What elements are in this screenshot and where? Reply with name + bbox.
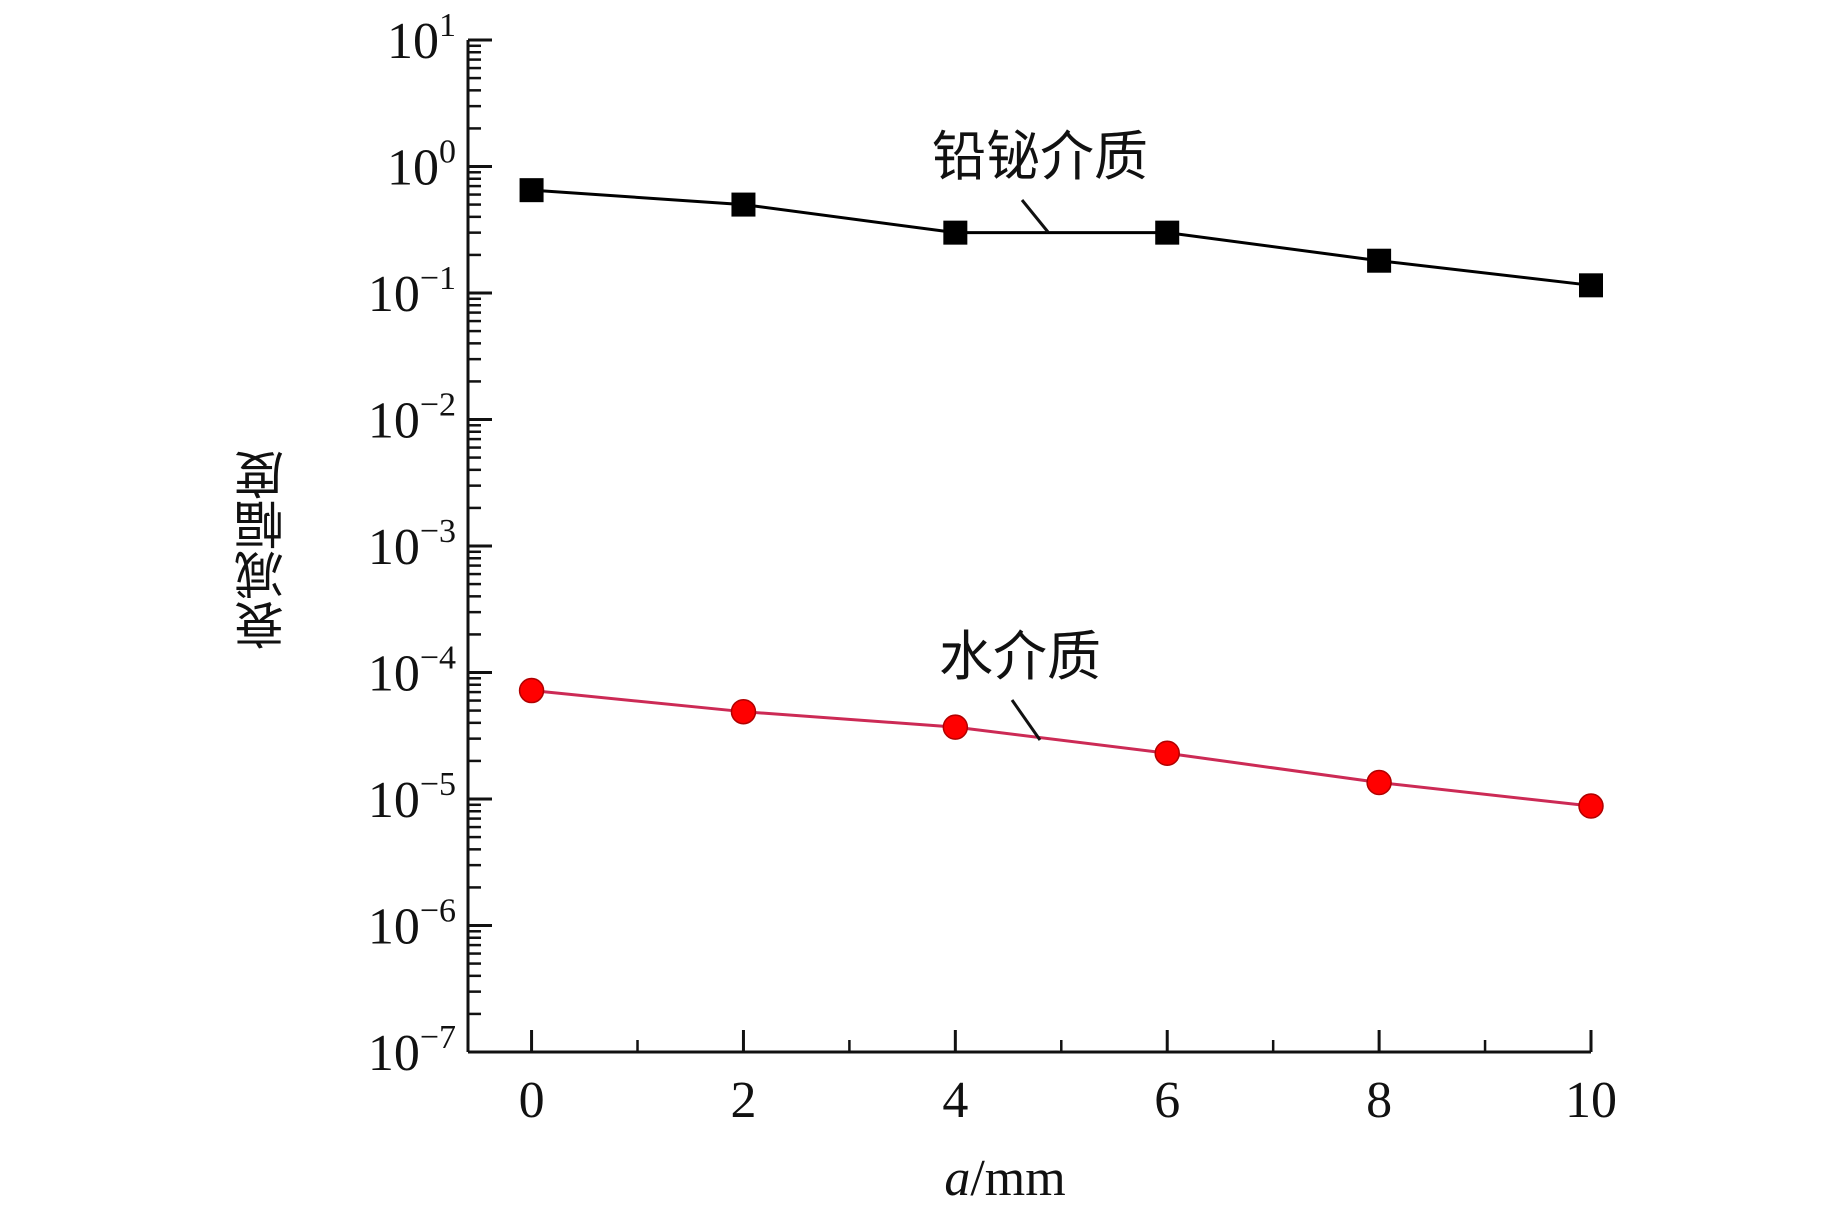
y-tick-label: 10−1 <box>368 260 456 323</box>
data-point <box>1366 769 1392 796</box>
data-point <box>730 698 757 725</box>
x-tick-label: 4 <box>942 1072 968 1129</box>
data-point <box>1578 793 1604 819</box>
y-tick-label: 101 <box>387 7 456 70</box>
y-tick-label: 10−2 <box>368 387 456 450</box>
x-tick-label: 10 <box>1565 1072 1617 1129</box>
data-point <box>519 178 544 203</box>
y-tick-label: 10−7 <box>368 1019 456 1082</box>
x-tick-label: 2 <box>730 1072 756 1129</box>
y-tick-label: 10−5 <box>368 766 456 829</box>
series-line <box>531 689 1592 808</box>
data-point <box>1154 740 1180 766</box>
x-axis-label: a/mm <box>944 1150 1065 1205</box>
series-layer <box>518 178 1604 819</box>
data-point <box>731 192 756 217</box>
x-tick-label: 6 <box>1154 1072 1180 1129</box>
data-point <box>1367 248 1392 273</box>
axes <box>466 40 1591 1054</box>
y-tick-label: 10−6 <box>368 893 456 956</box>
y-tick-label: 100 <box>387 134 456 197</box>
series-line <box>531 188 1592 287</box>
y-tick-label: 10−4 <box>368 640 456 703</box>
data-point <box>1155 220 1180 245</box>
data-point <box>518 677 545 704</box>
annotation-leader <box>1010 699 1042 741</box>
annotation-leader <box>1020 199 1050 233</box>
data-point <box>943 220 968 245</box>
series-0 <box>519 178 1603 298</box>
x-tick-label: 8 <box>1366 1072 1392 1129</box>
data-point <box>942 714 969 740</box>
data-point <box>1579 273 1603 298</box>
x-axis-label-variable: a <box>944 1150 970 1205</box>
series-1 <box>518 677 1604 819</box>
y-tick-label: 10−3 <box>368 513 456 576</box>
x-axis-label-unit: /mm <box>970 1150 1065 1205</box>
series-annotation: 水介质 <box>939 625 1101 688</box>
y-axis-label: 衰减幅度 <box>234 450 292 650</box>
x-tick-label: 0 <box>519 1072 545 1129</box>
ticks: 101 100 10−1 10−2 10−3 10−4 10−5 10−6 10−7 0 2 4 6 8 1… <box>368 7 1617 1129</box>
series-annotation: 铅铋介质 <box>932 125 1148 188</box>
